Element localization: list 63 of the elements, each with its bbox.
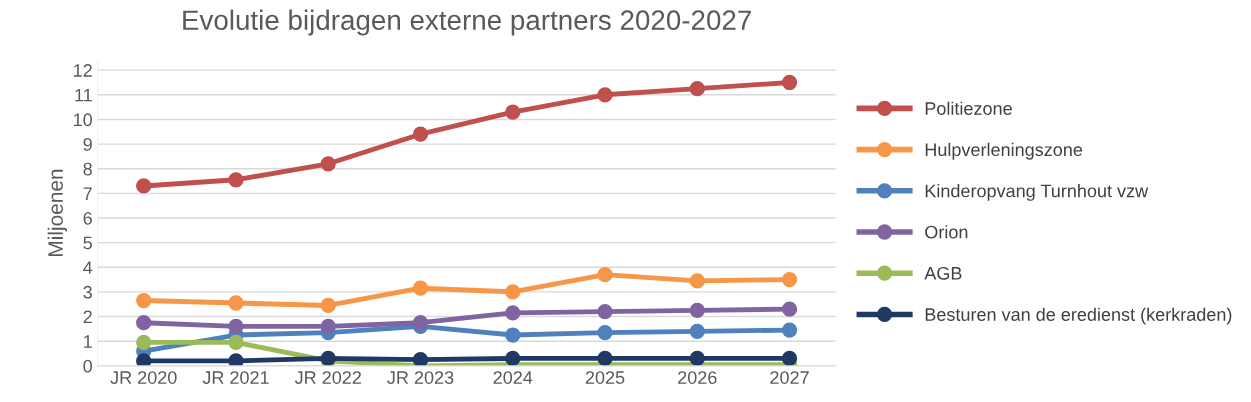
x-tick-label: JR 2023 bbox=[387, 371, 454, 384]
legend-label: Politiezone bbox=[925, 101, 1012, 115]
point bbox=[505, 104, 521, 120]
point bbox=[781, 301, 798, 317]
point bbox=[136, 334, 152, 351]
point bbox=[136, 292, 152, 309]
point bbox=[320, 318, 336, 335]
x-tick-label: JR 2020 bbox=[110, 371, 177, 384]
legend-label: AGB bbox=[924, 266, 962, 280]
x-tick-label: 2027 bbox=[770, 371, 809, 384]
point bbox=[412, 352, 429, 366]
point bbox=[412, 126, 429, 142]
point bbox=[781, 350, 798, 366]
y-tick-label: 6 bbox=[83, 211, 92, 225]
point bbox=[228, 172, 244, 188]
point bbox=[689, 302, 705, 319]
point bbox=[136, 315, 152, 331]
point bbox=[320, 297, 336, 314]
point bbox=[597, 267, 613, 283]
y-tick-label: 3 bbox=[83, 285, 92, 299]
y-tick-label: 2 bbox=[83, 310, 92, 324]
y-tick-label: 5 bbox=[83, 236, 92, 250]
point bbox=[689, 273, 705, 289]
y-tick-label: 12 bbox=[74, 64, 92, 77]
point bbox=[689, 80, 705, 97]
point bbox=[136, 178, 152, 194]
legend-label: Hulpverleningszone bbox=[925, 142, 1083, 160]
y-tick-label: 11 bbox=[75, 88, 92, 102]
legend-label: Besturen van de eredienst (kerkraden) bbox=[925, 307, 1232, 325]
y-tick-label: 0 bbox=[83, 359, 93, 373]
point bbox=[505, 327, 521, 343]
point bbox=[781, 271, 798, 288]
y-tick-label: 10 bbox=[74, 113, 93, 127]
x-tick-label: 2024 bbox=[493, 371, 533, 384]
y-axis-title: Miljoenen bbox=[47, 169, 68, 256]
x-tick-label: 2025 bbox=[585, 371, 625, 384]
point bbox=[412, 280, 429, 296]
point bbox=[597, 87, 613, 103]
y-tick-label: 4 bbox=[83, 261, 93, 274]
point bbox=[781, 74, 798, 91]
point bbox=[228, 334, 244, 351]
point bbox=[781, 322, 798, 338]
point bbox=[505, 305, 521, 321]
legend-label: Kinderopvang Turnhout vzw bbox=[925, 184, 1149, 201]
point bbox=[136, 353, 152, 366]
point bbox=[228, 353, 244, 366]
x-tick-label: JR 2022 bbox=[294, 371, 361, 384]
point bbox=[689, 323, 705, 339]
point bbox=[597, 303, 613, 320]
y-tick-label: 9 bbox=[83, 138, 92, 151]
y-tick-label: 8 bbox=[83, 162, 92, 176]
x-tick-label: JR 2021 bbox=[202, 371, 269, 384]
legend-label: Orion bbox=[925, 225, 968, 239]
point bbox=[320, 156, 336, 172]
y-tick-label: 7 bbox=[83, 187, 92, 200]
point bbox=[228, 318, 244, 335]
y-tick-label: 1 bbox=[84, 335, 92, 348]
point bbox=[505, 284, 521, 300]
point bbox=[412, 315, 429, 331]
point bbox=[228, 295, 244, 311]
x-tick-label: 2026 bbox=[678, 371, 717, 384]
chart-title: Evolutie bijdragen externe partners 2020-2027 bbox=[183, 9, 751, 36]
point bbox=[597, 324, 613, 341]
